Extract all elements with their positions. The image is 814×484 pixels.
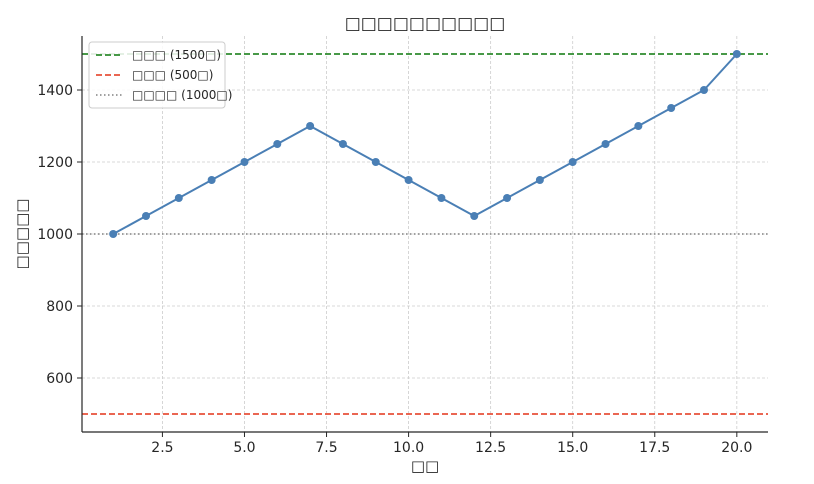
- legend: □□□ (1500□) □□□ (500□) □□□□ (1000□): [88, 41, 232, 109]
- data-point: [109, 230, 118, 238]
- data-point: [437, 194, 446, 202]
- data-point: [207, 176, 216, 184]
- series-layer: [109, 50, 741, 238]
- legend-label-upper: □□□ (1500□): [132, 48, 221, 62]
- legend-frame: [88, 41, 226, 109]
- data-point: [699, 86, 708, 94]
- x-tick-label: 10.0: [393, 440, 424, 456]
- data-point: [174, 194, 183, 202]
- x-tick-label: 7.5: [315, 440, 337, 456]
- data-point: [732, 50, 741, 58]
- y-tick-label: 1400: [37, 83, 73, 99]
- y-tick-label: 600: [46, 371, 73, 387]
- x-tick-label: 15.0: [557, 440, 588, 456]
- x-tick-label: 20.0: [721, 440, 752, 456]
- axes: 2.5 5.0 7.5 10.0 12.5 15.0 17.5 20.0 600 800 1000 1…: [37, 36, 768, 456]
- legend-label-lower: □□□ (500□): [132, 68, 213, 82]
- reference-lines: [82, 53, 768, 415]
- x-axis-label: □□: [411, 457, 439, 475]
- data-point: [535, 176, 544, 184]
- data-point: [568, 158, 577, 166]
- data-point: [470, 212, 479, 220]
- data-point: [273, 140, 282, 148]
- data-point: [503, 194, 512, 202]
- chart-title: □□□□□□□□□□: [345, 14, 506, 34]
- data-point: [667, 104, 676, 112]
- series-line: [112, 53, 738, 235]
- y-tick-label: 800: [46, 299, 73, 315]
- data-point: [142, 212, 151, 220]
- x-tick-label: 2.5: [151, 440, 173, 456]
- y-tick-label: 1000: [37, 227, 73, 243]
- x-tick-label: 12.5: [475, 440, 506, 456]
- data-point: [371, 158, 380, 166]
- y-axis-label: □□□□□: [13, 199, 31, 270]
- x-tick-label: 17.5: [639, 440, 670, 456]
- y-tick-label: 1200: [37, 155, 73, 171]
- data-point: [306, 122, 315, 130]
- data-point: [338, 140, 347, 148]
- data-point: [240, 158, 249, 166]
- x-tick-label: 5.0: [233, 440, 255, 456]
- data-point: [634, 122, 643, 130]
- data-point: [601, 140, 610, 148]
- data-point: [404, 176, 413, 184]
- legend-label-baseline: □□□□ (1000□): [132, 88, 232, 102]
